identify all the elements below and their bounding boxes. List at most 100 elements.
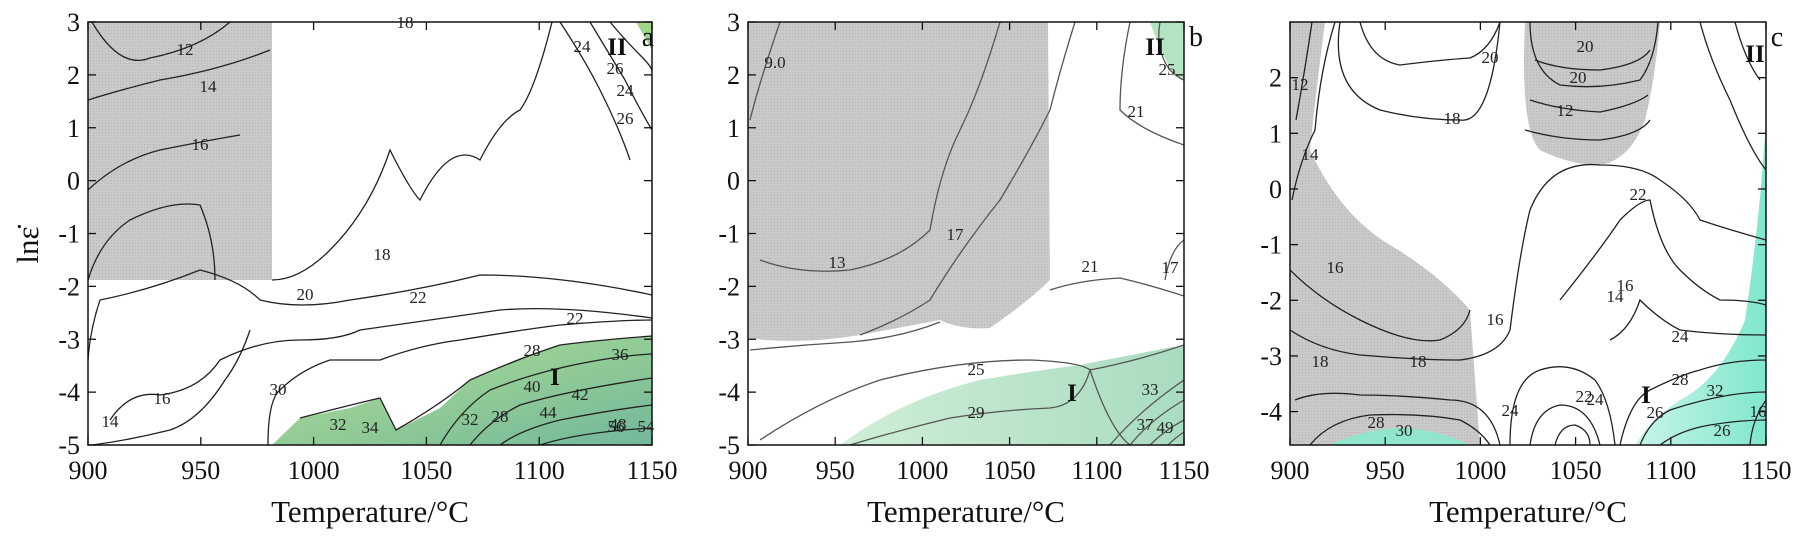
- panel-c-x-tick-label: 1000: [1454, 456, 1506, 485]
- panel-b-contour-label: 17: [947, 225, 965, 244]
- panel-b-x-tick-label: 900: [729, 456, 768, 485]
- panel-b-x-tick-label: 950: [816, 456, 855, 485]
- panel-a-contour-label: 16: [192, 135, 209, 154]
- panel-c-stable-region-2: [1330, 428, 1470, 445]
- panel-a-y-tick-label: -2: [58, 272, 80, 301]
- panel-a-x-tick-label: 1150: [626, 456, 677, 485]
- panel-a-contour-label: 28: [492, 407, 509, 426]
- panel-b-y-tick-label: -3: [718, 325, 740, 354]
- panel-a-contour-label: 14: [200, 77, 218, 96]
- panel-b-x-tick-label: 1150: [1158, 456, 1209, 485]
- panel-a-contour-label: 28: [524, 341, 541, 360]
- panel-a-y-tick-label: 0: [67, 167, 80, 196]
- panel-a-contour-label: 36: [612, 345, 629, 364]
- panel-c-contour-label: 32: [1707, 381, 1724, 400]
- panel-c-contour-label: 28: [1672, 370, 1689, 389]
- panel-a-contour-label: 32: [462, 410, 479, 429]
- panel-a-x-axis-title: Temperature/°C: [271, 494, 469, 529]
- panel-b-contour-label: 33: [1142, 380, 1159, 399]
- panel-a-region-II-label: II: [607, 34, 626, 61]
- panel-c-contour-label: 14: [1607, 287, 1625, 306]
- panel-c-contour-label: 18: [1410, 352, 1427, 371]
- panel-b-y-tick-label: -5: [718, 431, 740, 460]
- panel-c-contour-label: 20: [1577, 37, 1594, 56]
- panel-b-y-tick-label: 0: [727, 167, 740, 196]
- panel-a-contour-lines: [88, 22, 652, 445]
- panel-a-y-tick-label: -1: [58, 220, 80, 249]
- panel-c-contour-label: 26: [1714, 421, 1731, 440]
- panel-c-contour-label: 18: [1444, 109, 1461, 128]
- panel-c: [1289, 21, 1767, 446]
- panel-a-contour-label: 54: [638, 417, 656, 436]
- panel-c-instability-region-1: [1290, 22, 1480, 445]
- panel-a-stable-region-2: [636, 22, 652, 50]
- panel-c-contour-label: 24: [1672, 327, 1690, 346]
- panel-c-y-tick-label: -3: [1260, 342, 1282, 371]
- panel-a-contour-label: 18: [397, 13, 414, 32]
- panel-a-y-tick-label: -3: [58, 325, 80, 354]
- panel-c-region-I-label: I: [1641, 382, 1651, 409]
- panel-c-contour-label: 28: [1368, 413, 1385, 432]
- panel-a-y-tick-label: 1: [67, 114, 80, 143]
- panel-a-contour-label: 26: [617, 109, 634, 128]
- panel-b-y-tick-label: 2: [727, 61, 740, 90]
- panel-a-contour-label: 24: [617, 81, 635, 100]
- panel-a-region-I-label: I: [550, 364, 560, 391]
- panel-b-x-tick-label: 1050: [984, 456, 1036, 485]
- panel-a-contour-label: 42: [572, 385, 589, 404]
- panel-c-contour-label: 12: [1557, 101, 1574, 120]
- panel-a-x-tick-label: 1000: [288, 456, 340, 485]
- panel-b-y-tick-label: -1: [718, 220, 740, 249]
- panel-c-contour-lines: [1290, 22, 1766, 445]
- panel-a-y-tick-label: 3: [67, 8, 80, 37]
- panel-b-stable-region-1: [840, 345, 1184, 445]
- panel-a-contour-label: 14: [102, 412, 120, 431]
- panel-a-contour-label: 40: [524, 377, 541, 396]
- panel-b-contour-label: 17: [1162, 258, 1180, 277]
- panel-c-contour-label: 16: [1617, 276, 1634, 295]
- panel-a-contour-label: 18: [374, 245, 391, 264]
- panel-c-contour-label: 20: [1482, 48, 1499, 67]
- panel-a-x-tick-label: 950: [181, 456, 220, 485]
- panel-b-contour-label: 21: [1082, 257, 1099, 276]
- panel-a-instability-region: [88, 22, 272, 280]
- panel-a: [87, 21, 653, 446]
- panel-c-contour-label: 26: [1647, 403, 1664, 422]
- panel-b-contour-label: 13: [829, 253, 846, 272]
- panel-c-x-tick-label: 1100: [1645, 456, 1696, 485]
- panel-c-contour-label: 22: [1630, 185, 1647, 204]
- panel-b-x-tick-label: 1100: [1071, 456, 1122, 485]
- panel-c-x-tick-label: 1150: [1740, 456, 1791, 485]
- panel-b-region-II-label: II: [1145, 34, 1164, 61]
- panel-a-x-tick-label: 900: [69, 456, 108, 485]
- panel-b-contour-label: 21: [1128, 102, 1145, 121]
- panel-a-label: a: [642, 22, 655, 53]
- panel-c-x-tick-label: 1050: [1550, 456, 1602, 485]
- panel-a-contour-label: 26: [607, 59, 624, 78]
- panel-c-instability-region-2: [1524, 22, 1660, 165]
- panel-b-x-axis-title: Temperature/°C: [867, 494, 1065, 529]
- panel-c-contour-label: 12: [1292, 75, 1309, 94]
- panel-a-x-tick-label: 1050: [400, 456, 452, 485]
- panel-c-y-tick-label: 1: [1269, 119, 1282, 148]
- panel-a-stable-region-1: [272, 336, 652, 445]
- panel-a-contour-label: 16: [154, 389, 171, 408]
- panel-a-contour-label: 56: [608, 417, 625, 436]
- panel-b-region-I-label: I: [1067, 380, 1077, 407]
- panel-c-x-axis-title: Temperature/°C: [1429, 494, 1627, 529]
- panel-a-y-tick-label: -5: [58, 431, 80, 460]
- panel-b-x-tick-label: 1000: [896, 456, 948, 485]
- panel-c-x-tick-label: 950: [1366, 456, 1405, 485]
- panel-c-y-tick-label: 0: [1269, 175, 1282, 204]
- panel-a-contour-label: 20: [297, 285, 314, 304]
- panel-c-contour-label: 14: [1302, 145, 1320, 164]
- panel-b-y-tick-label: 1: [727, 114, 740, 143]
- panel-a-y-tick-label: -4: [58, 378, 80, 407]
- panel-a-contour-label: 12: [177, 40, 194, 59]
- panel-c-contour-label: 20: [1570, 68, 1587, 87]
- panel-a-contour-label: 22: [567, 309, 584, 328]
- panel-b-contour-label: 37: [1137, 415, 1155, 434]
- panel-c-y-tick-label: 2: [1269, 64, 1282, 93]
